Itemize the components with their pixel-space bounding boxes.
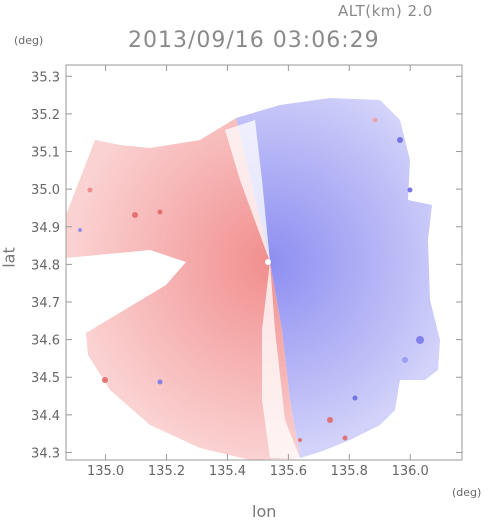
y-tick-label: 34.4: [31, 409, 60, 424]
negative-velocity-region: [236, 98, 440, 458]
x-axis-title: lon: [252, 502, 277, 521]
x-tick-label: 135.8: [331, 464, 368, 479]
y-tick-label: 34.9: [31, 221, 60, 236]
radar-origin-marker: [265, 259, 271, 265]
zero-velocity-band: [225, 120, 300, 458]
x-axis-unit: (deg): [452, 486, 482, 499]
y-tick-label: 34.3: [31, 446, 60, 461]
altitude-label: ALT(km) 2.0: [338, 2, 433, 20]
x-tick-label: 135.4: [209, 464, 246, 479]
y-tick-label: 35.3: [31, 70, 60, 85]
y-tick-label: 35.2: [31, 108, 60, 123]
timestamp-title: 2013/09/16 03:06:29: [128, 28, 380, 53]
axis-ticks: 135.0 135.2 135.4 135.6 135.8 136.0 35.3 35.2 35…: [31, 65, 462, 479]
x-tick-label: 135.2: [148, 464, 185, 479]
radar-data-field: [66, 98, 440, 460]
plot-frame: [65, 64, 463, 461]
y-tick-label: 34.5: [31, 371, 60, 386]
y-tick-label: 35.1: [31, 146, 60, 161]
x-tick-label: 136.0: [392, 464, 429, 479]
x-tick-label: 135.6: [270, 464, 307, 479]
y-tick-label: 34.7: [31, 296, 60, 311]
y-axis-unit: (deg): [14, 34, 44, 47]
y-tick-label: 34.8: [31, 258, 60, 273]
y-tick-label: 34.6: [31, 334, 60, 349]
x-tick-label: 135.0: [87, 464, 124, 479]
y-tick-label: 35.0: [31, 183, 60, 198]
positive-velocity-region: [66, 118, 300, 460]
